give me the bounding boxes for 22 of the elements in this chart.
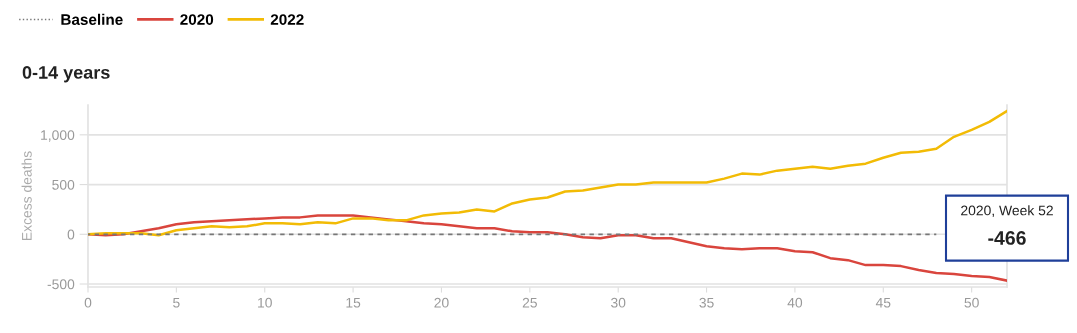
x-tick-label: 0 (84, 297, 92, 308)
y-tick-label: 500 (52, 179, 75, 190)
legend-label: 2022 (270, 14, 304, 25)
y-tick-label: 1,000 (41, 130, 75, 142)
x-tick-label: 15 (346, 297, 361, 308)
chart-title: 0-14 years (22, 66, 110, 83)
x-tick-label: 30 (611, 297, 626, 308)
x-tick-label: 45 (875, 297, 891, 308)
y-tick-label: 0 (67, 229, 75, 240)
x-tick-label: 25 (522, 297, 537, 308)
x-tick-label: 35 (699, 297, 714, 308)
annotation: -466 (988, 231, 1026, 245)
x-tick-label: 5 (173, 297, 180, 308)
legend-label: 2020 (180, 14, 214, 25)
annotation: 2020, Week 52 (961, 205, 1053, 217)
x-tick-label: 40 (787, 297, 803, 308)
y-tick-label: -500 (47, 279, 75, 290)
legend-label: Baseline (61, 13, 123, 25)
x-tick-label: 20 (434, 297, 449, 308)
x-tick-label: 50 (964, 297, 979, 308)
y-axis-title: Excess deaths (21, 151, 32, 241)
x-tick-label: 10 (258, 297, 272, 308)
